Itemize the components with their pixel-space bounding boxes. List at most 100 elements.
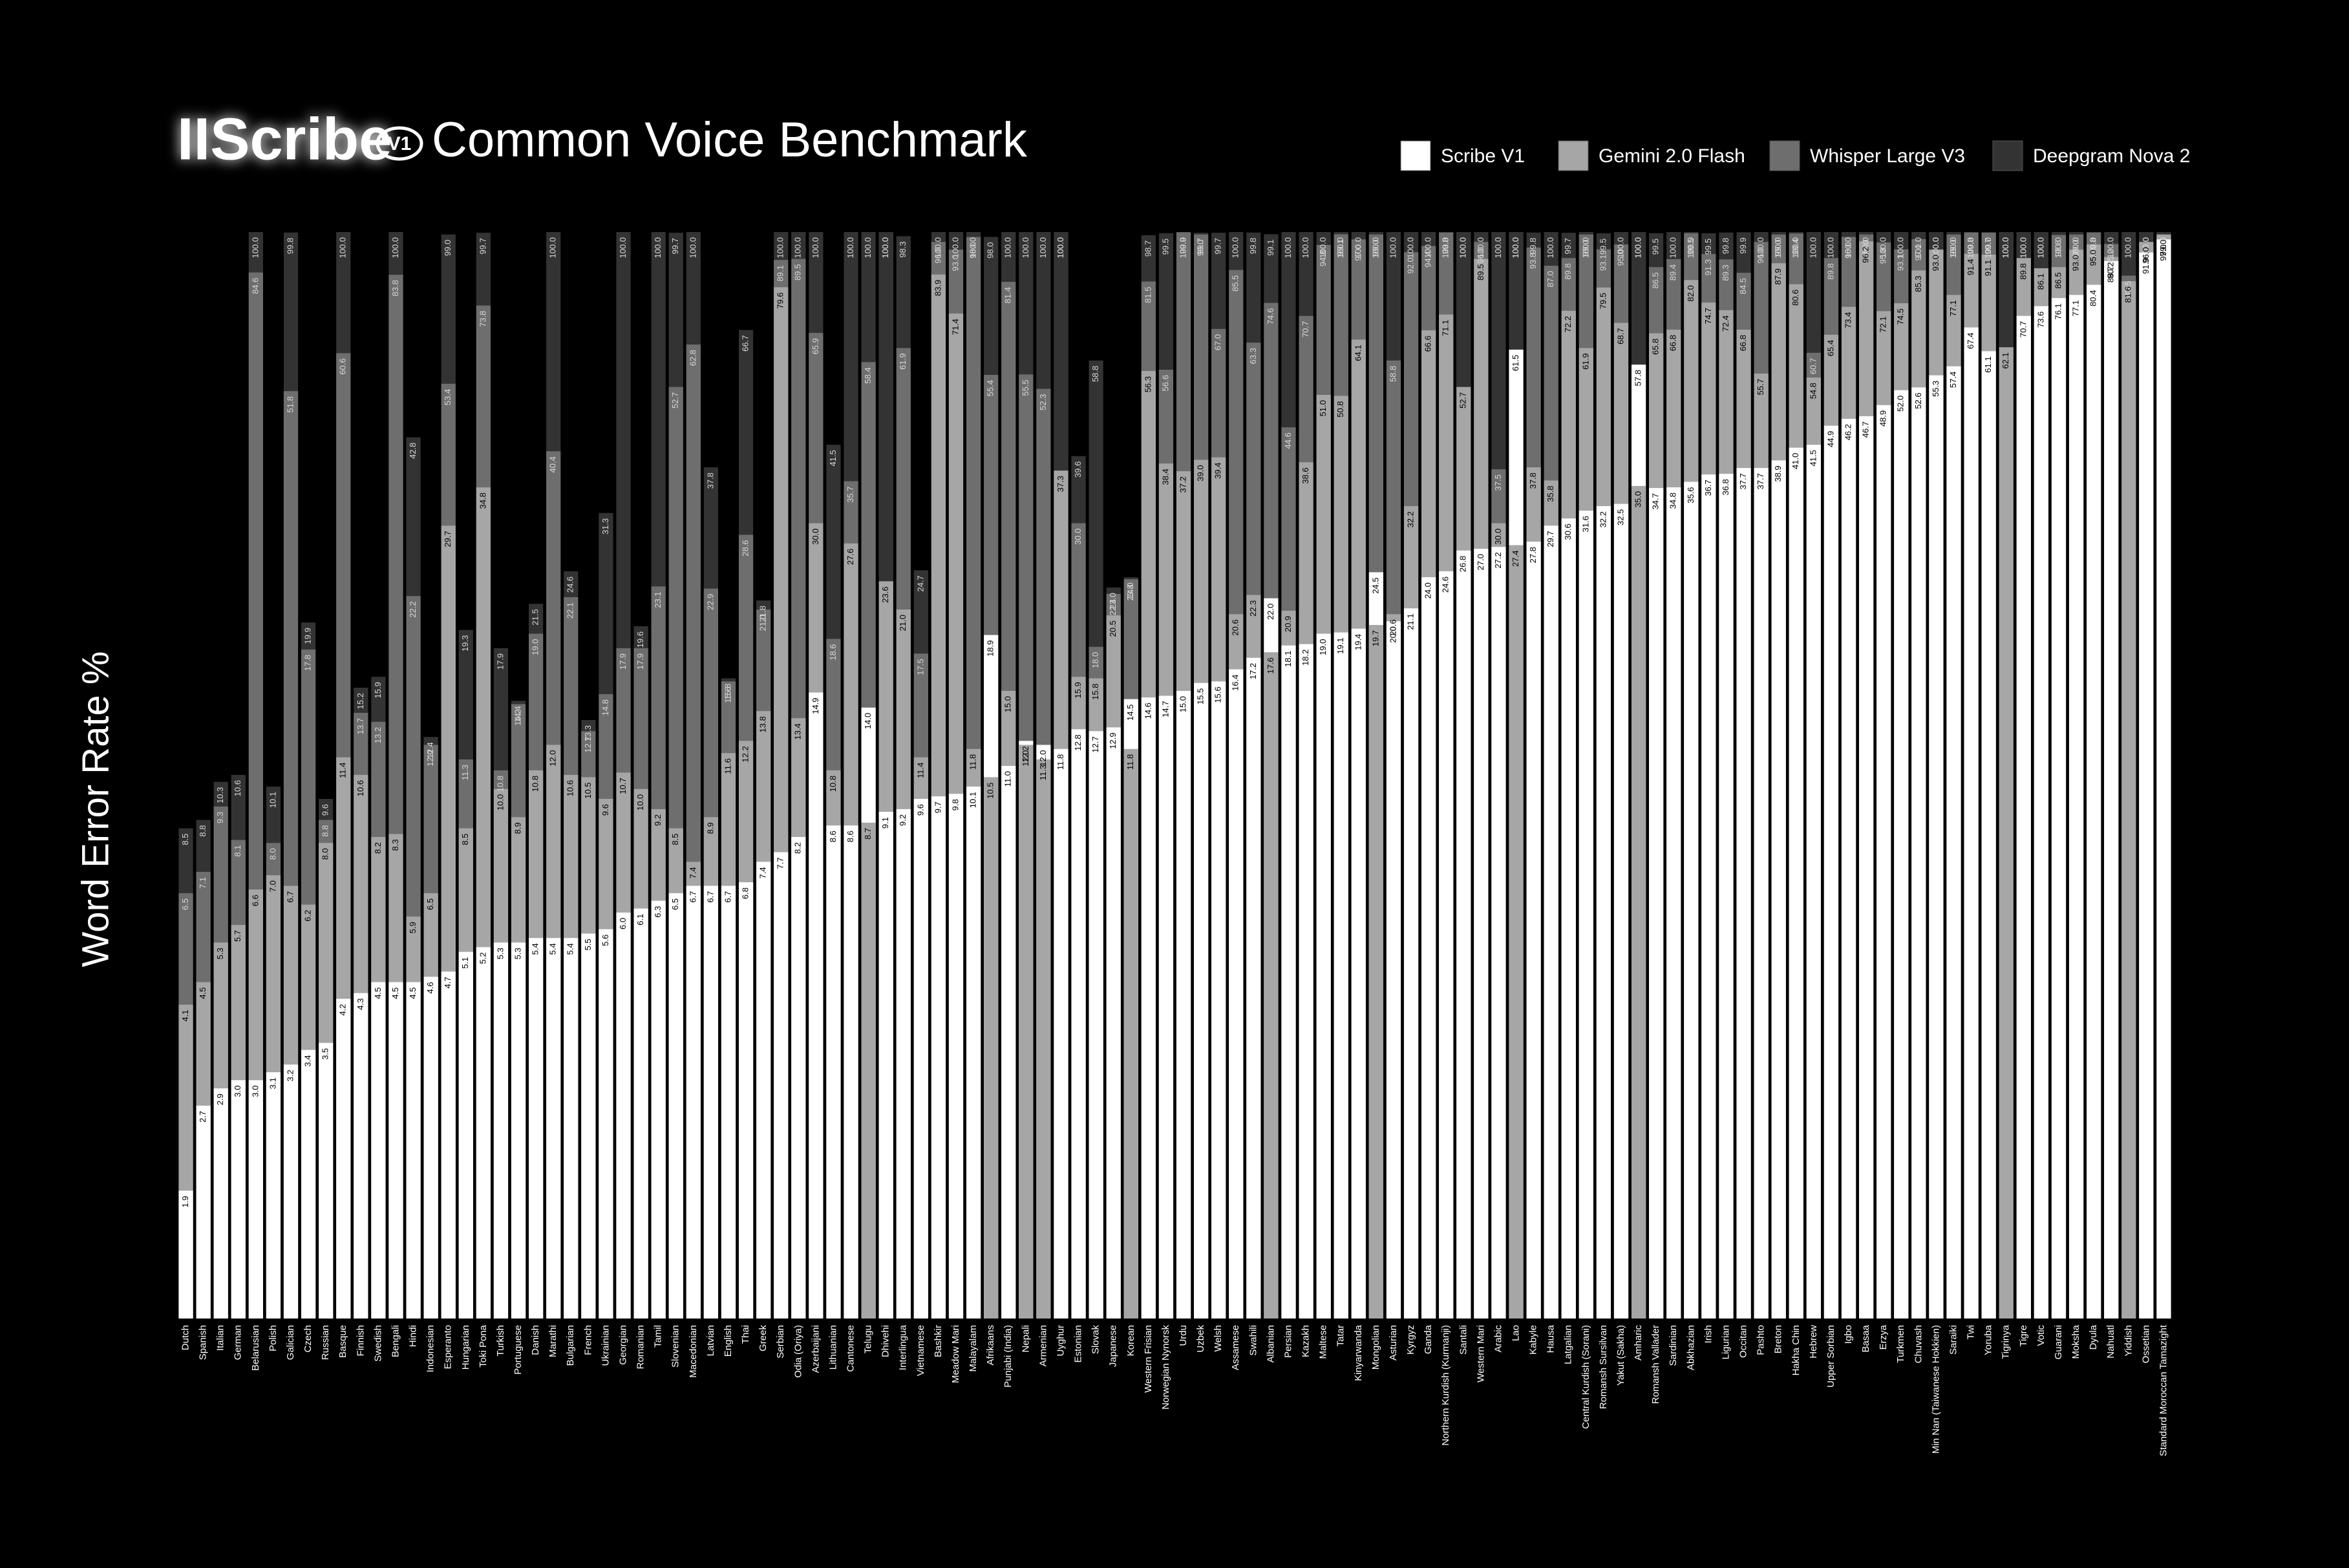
x-tick-label: Cantonese bbox=[845, 1325, 856, 1372]
value-label: 99.0 bbox=[443, 240, 452, 256]
value-label: 100.0 bbox=[1458, 237, 1468, 259]
value-label: 7.0 bbox=[268, 880, 277, 892]
value-label: 100.0 bbox=[880, 237, 890, 259]
value-label: 8.2 bbox=[373, 842, 383, 854]
value-label: 10.5 bbox=[583, 782, 593, 798]
value-label: 85.5 bbox=[1231, 275, 1240, 291]
legend-swatch bbox=[1400, 140, 1431, 171]
value-label: 38.4 bbox=[1160, 469, 1170, 485]
value-label: 74.5 bbox=[1896, 308, 1906, 324]
value-label: 100.0 bbox=[1423, 237, 1433, 259]
value-label: 100.0 bbox=[968, 237, 978, 259]
value-label: 3.1 bbox=[268, 1077, 277, 1089]
value-label: 100.0 bbox=[1038, 237, 1048, 259]
value-label: 100.0 bbox=[1056, 237, 1065, 259]
value-label: 44.6 bbox=[1283, 432, 1293, 449]
value-label: 51.0 bbox=[1318, 400, 1328, 416]
value-label: 85.3 bbox=[1913, 276, 1923, 292]
value-label: 100.0 bbox=[1353, 237, 1363, 259]
value-label: 100.0 bbox=[1476, 237, 1485, 259]
legend-label: Deepgram Nova 2 bbox=[2033, 145, 2190, 167]
x-tick-label: Spanish bbox=[198, 1325, 209, 1360]
x-tick-label: Afrikaans bbox=[985, 1325, 996, 1366]
value-label: 22.4 bbox=[1108, 599, 1118, 615]
value-label: 89.8 bbox=[1563, 263, 1573, 279]
value-label: 5.3 bbox=[495, 948, 505, 959]
value-label: 3.4 bbox=[303, 1055, 313, 1066]
brand: IIScribe bbox=[177, 106, 392, 172]
x-tick-label: Armenian bbox=[1037, 1325, 1048, 1366]
value-label: 99.0 bbox=[1948, 240, 1958, 256]
value-label: 96.0 bbox=[1476, 247, 1485, 263]
value-label: 62.1 bbox=[2001, 352, 2010, 368]
bar bbox=[1474, 548, 1489, 1319]
x-tick-label: Punjabi (India) bbox=[1003, 1325, 1014, 1388]
value-label: 8.1 bbox=[233, 845, 242, 857]
value-label: 90.2 bbox=[2106, 262, 2116, 279]
x-tick-label: Slovenian bbox=[670, 1325, 681, 1368]
version: V1 bbox=[388, 133, 412, 154]
value-label: 48.9 bbox=[1878, 410, 1888, 427]
value-label: 100.0 bbox=[1668, 237, 1678, 259]
value-label: 8.0 bbox=[268, 848, 277, 860]
value-label: 97.1 bbox=[1913, 244, 1923, 260]
x-tick-label: Japanese bbox=[1108, 1325, 1119, 1367]
value-label: 98.0 bbox=[1843, 242, 1853, 259]
value-label: 30.0 bbox=[811, 529, 820, 545]
value-label: 6.5 bbox=[180, 898, 190, 910]
value-label: 14.0 bbox=[863, 713, 873, 729]
bar bbox=[809, 692, 824, 1319]
value-label: 73.6 bbox=[2035, 312, 2045, 328]
value-label: 99.8 bbox=[285, 238, 295, 254]
value-label: 10.8 bbox=[828, 776, 838, 792]
value-label: 66.7 bbox=[741, 335, 750, 352]
x-tick-label: Meadow Mari bbox=[950, 1325, 961, 1383]
value-label: 100.0 bbox=[811, 237, 820, 259]
value-label: 100.0 bbox=[390, 237, 400, 259]
x-tick-label: Vietnamese bbox=[915, 1325, 926, 1376]
value-label: 99.5 bbox=[1686, 238, 1695, 255]
x-tick-label: Amharic bbox=[1633, 1325, 1644, 1361]
value-label: 91.9 bbox=[2141, 258, 2151, 274]
value-label: 74.7 bbox=[1703, 308, 1713, 324]
value-label: 100.0 bbox=[1948, 237, 1958, 259]
x-tick-label: Odia (Oriya) bbox=[792, 1325, 803, 1378]
value-label: 29.7 bbox=[443, 531, 452, 547]
value-label: 58.4 bbox=[863, 367, 873, 383]
value-label: 18.9 bbox=[986, 640, 995, 656]
value-label: 13.8 bbox=[758, 716, 768, 732]
value-label: 100.0 bbox=[1966, 237, 1975, 259]
value-label: 100.0 bbox=[1335, 237, 1345, 259]
value-label: 89.8 bbox=[1825, 263, 1835, 279]
value-label: 70.7 bbox=[2018, 321, 2028, 337]
value-label: 100.0 bbox=[2071, 237, 2081, 259]
value-label: 60.7 bbox=[1808, 358, 1818, 374]
value-label: 61.9 bbox=[1580, 354, 1590, 370]
x-tick-label: Toki Pona bbox=[478, 1324, 489, 1368]
bar bbox=[1421, 577, 1436, 1319]
value-label: 27.4 bbox=[1511, 550, 1520, 566]
legend-swatch bbox=[1769, 140, 1800, 171]
value-label: 12.2 bbox=[1021, 746, 1030, 762]
bar bbox=[616, 912, 631, 1319]
value-label: 89.4 bbox=[1668, 264, 1678, 281]
value-label: 37.5 bbox=[1493, 474, 1503, 491]
value-label: 34.8 bbox=[478, 493, 487, 509]
bar bbox=[423, 977, 438, 1319]
value-label: 11.8 bbox=[968, 754, 978, 770]
x-tick-label: Maltese bbox=[1318, 1325, 1329, 1359]
bar bbox=[2156, 239, 2171, 1319]
value-label: 17.9 bbox=[495, 653, 505, 670]
value-label: 37.8 bbox=[1528, 472, 1538, 489]
value-label: 100.0 bbox=[1231, 237, 1240, 259]
x-tick-label: Ligurian bbox=[1720, 1325, 1731, 1359]
bar bbox=[2087, 284, 2101, 1319]
value-label: 34.8 bbox=[1668, 493, 1678, 509]
value-label: 15.8 bbox=[723, 684, 732, 700]
value-label: 100.0 bbox=[1931, 237, 1940, 259]
value-label: 39.0 bbox=[1196, 465, 1206, 481]
bar bbox=[1859, 416, 1874, 1319]
bar bbox=[371, 982, 386, 1319]
x-tick-label: Abkhazian bbox=[1685, 1325, 1696, 1370]
value-label: 84.5 bbox=[1738, 278, 1748, 294]
